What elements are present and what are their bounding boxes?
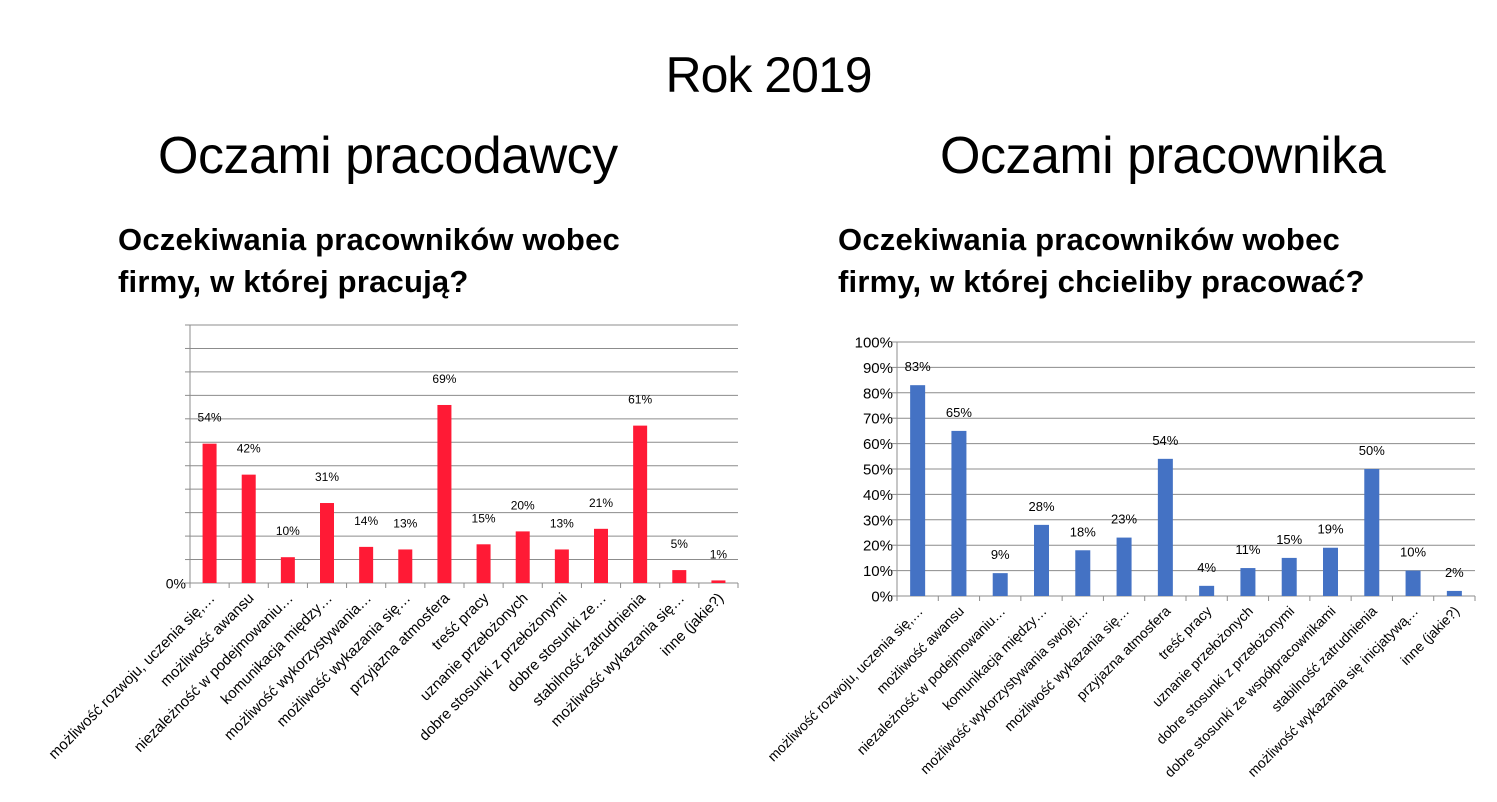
data-label: 10% [276, 524, 300, 538]
data-label: 54% [198, 411, 222, 425]
data-label: 1% [710, 547, 728, 561]
y-tick-label: 40% [863, 487, 893, 504]
data-label: 4% [1197, 560, 1216, 575]
y-tick-label: 50% [863, 462, 893, 479]
category-label: niezależność w podejmowaniu… [131, 590, 297, 756]
employer-question-line-1: Oczekiwania pracowników wobec [118, 222, 620, 257]
data-label: 15% [1276, 532, 1302, 547]
y-tick-label: 0% [166, 576, 186, 592]
y-tick-label: 90% [863, 360, 893, 377]
bar [202, 443, 217, 583]
data-label: 2% [1445, 565, 1464, 580]
data-label: 13% [393, 516, 417, 530]
bar [910, 385, 926, 596]
employee-heading: Oczami pracownika [940, 127, 1386, 185]
data-label: 31% [315, 470, 339, 484]
data-label: 19% [1317, 522, 1343, 537]
bar [1034, 524, 1049, 596]
data-label: 65% [946, 405, 972, 420]
data-label: 23% [1111, 512, 1137, 527]
bar [992, 573, 1008, 596]
bar [398, 549, 413, 583]
data-label: 83% [905, 359, 931, 374]
employee-question-line-2: firmy, w której chcieliby pracować? [838, 264, 1365, 299]
data-label: 18% [1070, 524, 1096, 539]
employer-question-line-2: firmy, w której pracują? [118, 264, 469, 299]
data-label: 15% [472, 511, 496, 525]
data-label: 13% [550, 516, 574, 530]
category-label: możliwość rozwoju, uczenia się,… [45, 590, 218, 763]
bar [594, 528, 608, 583]
bar [320, 503, 334, 583]
bar [476, 544, 491, 583]
y-tick-label: 20% [863, 538, 893, 555]
data-label: 9% [991, 547, 1010, 562]
bar [1199, 585, 1215, 596]
bar [951, 430, 967, 596]
bar [515, 531, 530, 583]
y-tick-label: 60% [863, 436, 893, 453]
bar [1405, 570, 1421, 596]
y-tick-label: 30% [863, 512, 893, 529]
employee-chart: 0% 10% 20% 30% 40% 50% 60% 70% 80% 90% 100% 83% możl… [764, 335, 1476, 780]
y-tick-label: 100% [855, 335, 893, 352]
bar [1116, 537, 1132, 596]
slide-title: Rok 2019 [665, 47, 872, 103]
employer-question: Oczekiwania pracowników wobec firmy, w k… [118, 219, 620, 303]
data-label: 20% [511, 498, 535, 512]
bar [1075, 550, 1091, 596]
data-label: 10% [1400, 545, 1426, 560]
category-label: niezależność w podejmowaniu… [853, 603, 1008, 758]
data-label: 21% [589, 496, 613, 510]
data-label: 28% [1028, 499, 1054, 514]
data-label: 5% [671, 537, 689, 551]
data-label: 54% [1152, 433, 1178, 448]
bar [554, 549, 569, 583]
employer-heading: Oczami pracodawcy [158, 127, 618, 185]
y-tick-label: 0% [871, 589, 893, 606]
y-tick-label: 80% [863, 385, 893, 402]
employer-chart: 0% 54% możliwość rozwoju, uczenia się,… 42%… [45, 324, 739, 763]
data-label: 61% [628, 393, 652, 407]
data-label: 14% [354, 514, 378, 528]
bar [241, 474, 256, 583]
bar [672, 570, 687, 583]
data-label: 42% [237, 442, 261, 456]
bar [1240, 568, 1256, 596]
bar [359, 546, 374, 583]
category-label: możliwość rozwoju, uczenia się,… [764, 603, 926, 765]
y-tick-label: 70% [863, 411, 893, 428]
employee-question: Oczekiwania pracowników wobec firmy, w k… [838, 219, 1365, 303]
bar [633, 425, 648, 583]
bar [1364, 469, 1380, 596]
bar [1281, 557, 1297, 596]
data-label: 11% [1235, 542, 1260, 557]
y-tick-label: 10% [863, 563, 893, 580]
bar [1323, 547, 1338, 596]
data-label: 69% [432, 372, 456, 386]
bar [1446, 590, 1462, 596]
employee-question-line-1: Oczekiwania pracowników wobec [838, 222, 1340, 257]
data-label: 50% [1359, 443, 1385, 458]
bar [1157, 458, 1173, 596]
bar [437, 404, 452, 583]
bar [280, 557, 295, 583]
bar [711, 580, 726, 583]
